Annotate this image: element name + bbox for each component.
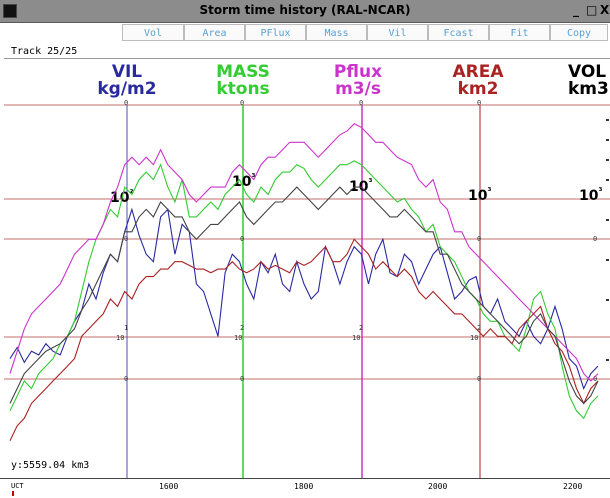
axis-tick-mark [606,179,609,181]
mass-scale-marker: 10³ [232,173,255,190]
axis-tick-label: 0 [593,375,597,383]
axis-tick-mark [606,299,609,301]
pflux-name-label: Pflux [334,62,382,82]
fit-button[interactable]: Fit [489,24,550,41]
header-divider [4,58,610,59]
toolbar: Vol Area PFlux Mass Vil Fcast Fit Copy [0,23,610,43]
axis-tick-label: 0 [124,375,128,383]
x-tick-label: 1600 [159,482,179,491]
axis-tick-label: 10 [470,334,478,342]
pflux-button[interactable]: PFlux [245,24,306,41]
axis-tick-label: 0 [593,235,597,243]
fcast-button[interactable]: Fcast [428,24,489,41]
mass-units-label: ktons [216,79,269,99]
axis-tick-mark [606,139,609,141]
time-axis[interactable]: UCT 1600 1800 2000 2200 [0,478,610,498]
axis-tick-label: 0 [477,375,481,383]
track-label: Track 25/25 [11,46,78,57]
axis-tick-label: 0 [477,99,481,107]
vol-units-label: km3 [568,79,609,99]
axis-tick-label: 2 [359,324,363,332]
vol-line [9,186,599,405]
mass-name-label: MASS [216,62,270,82]
area-scale-marker: 10³ [468,187,491,204]
window-title: Storm time history (RAL-NCAR) [199,3,411,17]
axis-tick-label: 1 [124,324,128,332]
mass-line [9,160,599,420]
axis-tick-label: 0 [240,235,244,243]
axis-tick-mark [606,159,609,161]
axis-tick-mark [606,219,609,221]
vil-line [9,207,599,390]
area-line [9,238,599,441]
axis-tick-label: 10 [234,334,242,342]
vol-button[interactable]: Vol [122,24,184,41]
axis-tick-label: 10 [116,334,124,342]
x-tick-label: 1800 [294,482,314,491]
axis-tick-label: 0 [240,375,244,383]
axis-tick-mark [606,119,609,121]
axis-tick-mark [606,359,609,361]
pflux-units-label: m3/s [335,79,381,99]
vol-scale-marker: 10³ [579,187,602,204]
pflux-line [9,123,599,382]
area-button[interactable]: Area [184,24,245,41]
axis-tick-label: 2 [240,324,244,332]
x-axis-label: UCT [11,482,24,490]
vol-name-label: VOL [568,62,606,82]
axis-tick-label: 0 [124,99,128,107]
axis-tick-label: 0 [359,99,363,107]
window-menu-icon[interactable] [3,4,17,18]
time-cursor-marker [12,491,14,496]
axis-tick-mark [606,259,609,261]
axis-tick-label: 0 [124,235,128,243]
mass-button[interactable]: Mass [306,24,367,41]
close-icon[interactable]: X [600,3,610,17]
axis-tick-label: 2 [477,324,481,332]
area-units-label: km2 [458,79,499,99]
copy-button[interactable]: Copy [550,24,608,41]
axis-tick-label: 0 [477,235,481,243]
x-tick-label: 2000 [428,482,448,491]
storm-history-chart[interactable]: VIL kg/m2 MASS ktons Pflux m3/s AREA km2… [0,59,610,478]
title-bar[interactable]: Storm time history (RAL-NCAR) _ □ X [0,0,610,23]
vil-units-label: kg/m2 [97,79,156,99]
x-tick-label: 2200 [563,482,583,491]
cursor-readout: y:5559.04 km3 [11,460,90,471]
pflux-scale-marker: 10³ [349,178,372,195]
axis-tick-label: 0 [240,99,244,107]
axis-tick-label: 10 [352,334,360,342]
vil-name-label: VIL [112,62,142,82]
area-name-label: AREA [452,62,504,82]
vil-button[interactable]: Vil [367,24,428,41]
maximize-icon[interactable]: □ [586,3,598,17]
minimize-icon[interactable]: _ [573,3,579,17]
